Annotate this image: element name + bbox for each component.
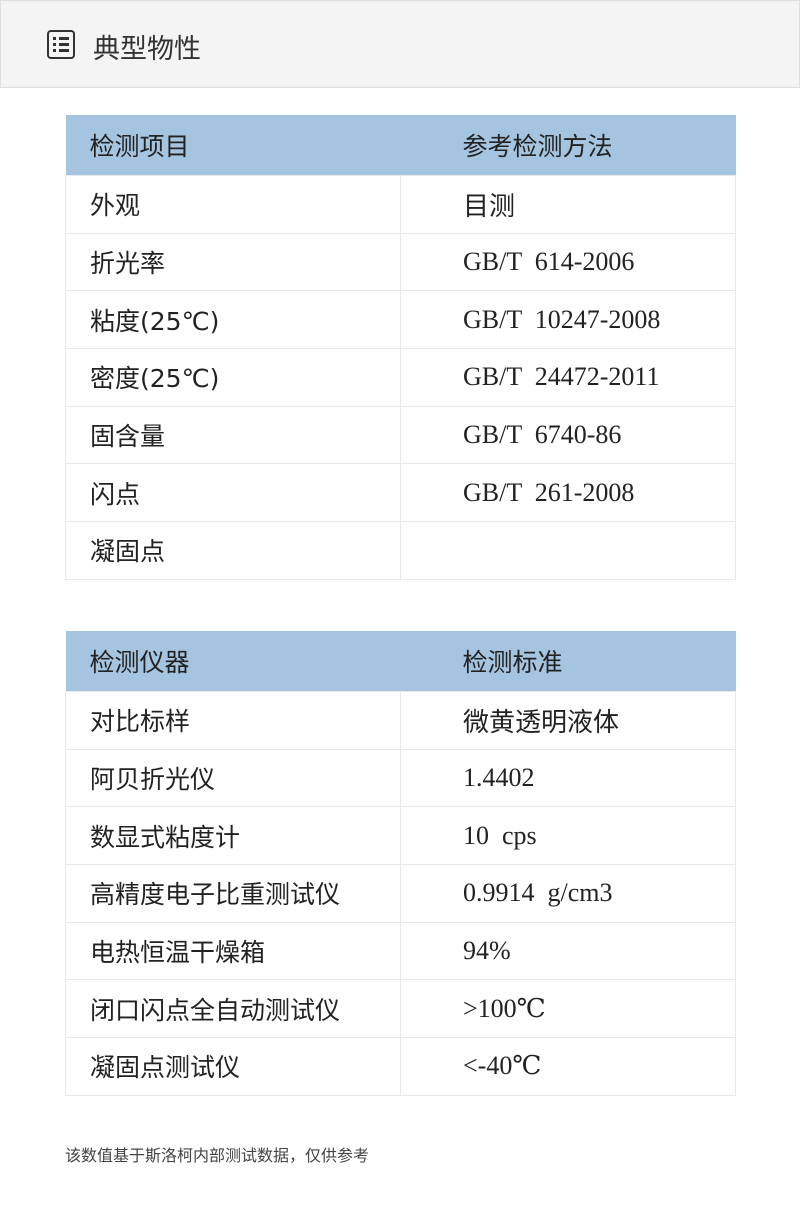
list-icon xyxy=(47,30,75,59)
value-cell: 1.4402 xyxy=(400,748,736,808)
value-cell: 微黄透明液体 xyxy=(400,691,736,750)
page-title: 典型物性 xyxy=(93,34,201,65)
column-header: 检测项目 xyxy=(65,115,401,176)
value-cell: GB/T 261-2008 xyxy=(400,463,736,523)
label-cell: 外观 xyxy=(65,175,401,234)
table-row: 凝固点测试仪 <-40℃ xyxy=(65,1037,736,1096)
label-cell: 凝固点测试仪 xyxy=(65,1037,401,1096)
table-row: 粘度(25℃) GB/T 10247-2008 xyxy=(65,290,736,350)
table-row: 固含量 GB/T 6740-86 xyxy=(65,405,736,465)
test-methods-table: 检测项目 参考检测方法 外观 目测 折光率 GB/T 614-2006 粘度(25℃) GB… xyxy=(65,115,736,580)
table-row: 闭口闪点全自动测试仪 >100℃ xyxy=(65,979,736,1039)
value-cell xyxy=(400,521,736,580)
value-cell: 94% xyxy=(400,921,736,981)
value-cell: 0.9914 g/cm3 xyxy=(400,864,736,923)
label-cell: 折光率 xyxy=(65,232,401,292)
value-cell: GB/T 10247-2008 xyxy=(400,290,736,350)
table-row: 折光率 GB/T 614-2006 xyxy=(65,232,736,292)
table-row: 电热恒温干燥箱 94% xyxy=(65,921,736,981)
label-cell: 密度(25℃) xyxy=(65,348,401,407)
table-row: 凝固点 xyxy=(65,521,736,580)
value-cell: GB/T 24472-2011 xyxy=(400,348,736,407)
value-cell: GB/T 6740-86 xyxy=(400,405,736,465)
label-cell: 凝固点 xyxy=(65,521,401,580)
table-row: 高精度电子比重测试仪 0.9914 g/cm3 xyxy=(65,864,736,923)
column-header: 检测标准 xyxy=(400,631,736,692)
table-row: 闪点 GB/T 261-2008 xyxy=(65,463,736,523)
value-cell: 目测 xyxy=(400,175,736,234)
footnote: 该数值基于斯洛柯内部测试数据，仅供参考 xyxy=(65,1146,370,1165)
table-row: 外观 目测 xyxy=(65,175,736,234)
column-header: 检测仪器 xyxy=(65,631,401,692)
label-cell: 高精度电子比重测试仪 xyxy=(65,864,401,923)
test-instruments-table: 检测仪器 检测标准 对比标样 微黄透明液体 阿贝折光仪 1.4402 数显式粘度计 10 c… xyxy=(65,631,736,1096)
label-cell: 数显式粘度计 xyxy=(65,806,401,866)
table-row: 数显式粘度计 10 cps xyxy=(65,806,736,866)
column-header: 参考检测方法 xyxy=(400,115,736,176)
section-header: 典型物性 xyxy=(0,0,800,88)
value-cell: 10 cps xyxy=(400,806,736,866)
table-row: 阿贝折光仪 1.4402 xyxy=(65,748,736,808)
value-cell: GB/T 614-2006 xyxy=(400,232,736,292)
label-cell: 电热恒温干燥箱 xyxy=(65,921,401,981)
label-cell: 闪点 xyxy=(65,463,401,523)
label-cell: 闭口闪点全自动测试仪 xyxy=(65,979,401,1039)
label-cell: 粘度(25℃) xyxy=(65,290,401,350)
table-row: 对比标样 微黄透明液体 xyxy=(65,691,736,750)
table-row: 密度(25℃) GB/T 24472-2011 xyxy=(65,348,736,407)
label-cell: 固含量 xyxy=(65,405,401,465)
value-cell: <-40℃ xyxy=(400,1037,736,1096)
value-cell: >100℃ xyxy=(400,979,736,1039)
label-cell: 阿贝折光仪 xyxy=(65,748,401,808)
label-cell: 对比标样 xyxy=(65,691,401,750)
